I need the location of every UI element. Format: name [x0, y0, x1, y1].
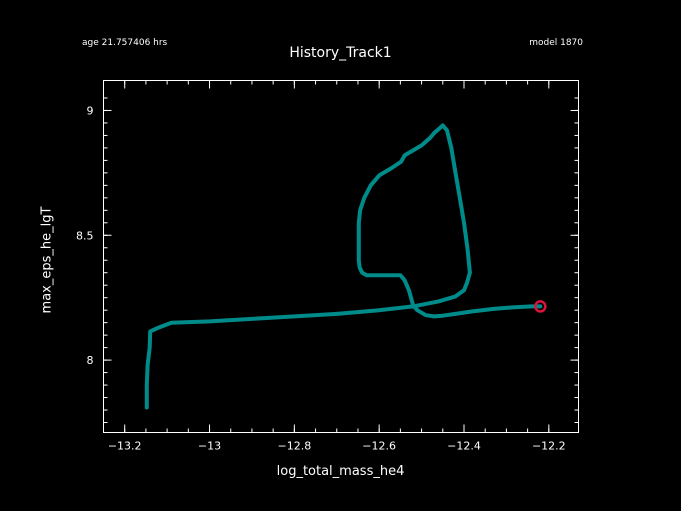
y-tick-label: 8.5 — [76, 229, 94, 242]
x-tick-label: −12.8 — [277, 440, 311, 453]
axis-tick-labels: −13.2 −13 −12.8 −12.6 −12.4 −12.2 8 8.5 9 — [76, 104, 566, 452]
axis-ticks — [103, 80, 579, 433]
y-axis-label: max_eps_he_lgT — [39, 206, 55, 314]
x-tick-label: −12.4 — [447, 440, 481, 453]
x-tick-label: −12.2 — [532, 440, 566, 453]
x-tick-label: −13.2 — [108, 440, 142, 453]
y-tick-label: 9 — [87, 104, 94, 117]
series-group — [144, 123, 547, 410]
model-number-label: model 1870 — [529, 38, 583, 48]
current-point-marker — [534, 300, 547, 313]
plot-frame — [103, 80, 579, 433]
x-tick-label: −13 — [198, 440, 221, 453]
history-track-line — [144, 123, 543, 410]
y-tick-label: 8 — [87, 354, 94, 367]
x-tick-label: −12.6 — [362, 440, 396, 453]
chart-title: History_Track1 — [289, 45, 392, 61]
age-label: age 21.757406 hrs — [82, 38, 168, 48]
x-axis-label: log_total_mass_he4 — [276, 464, 405, 479]
